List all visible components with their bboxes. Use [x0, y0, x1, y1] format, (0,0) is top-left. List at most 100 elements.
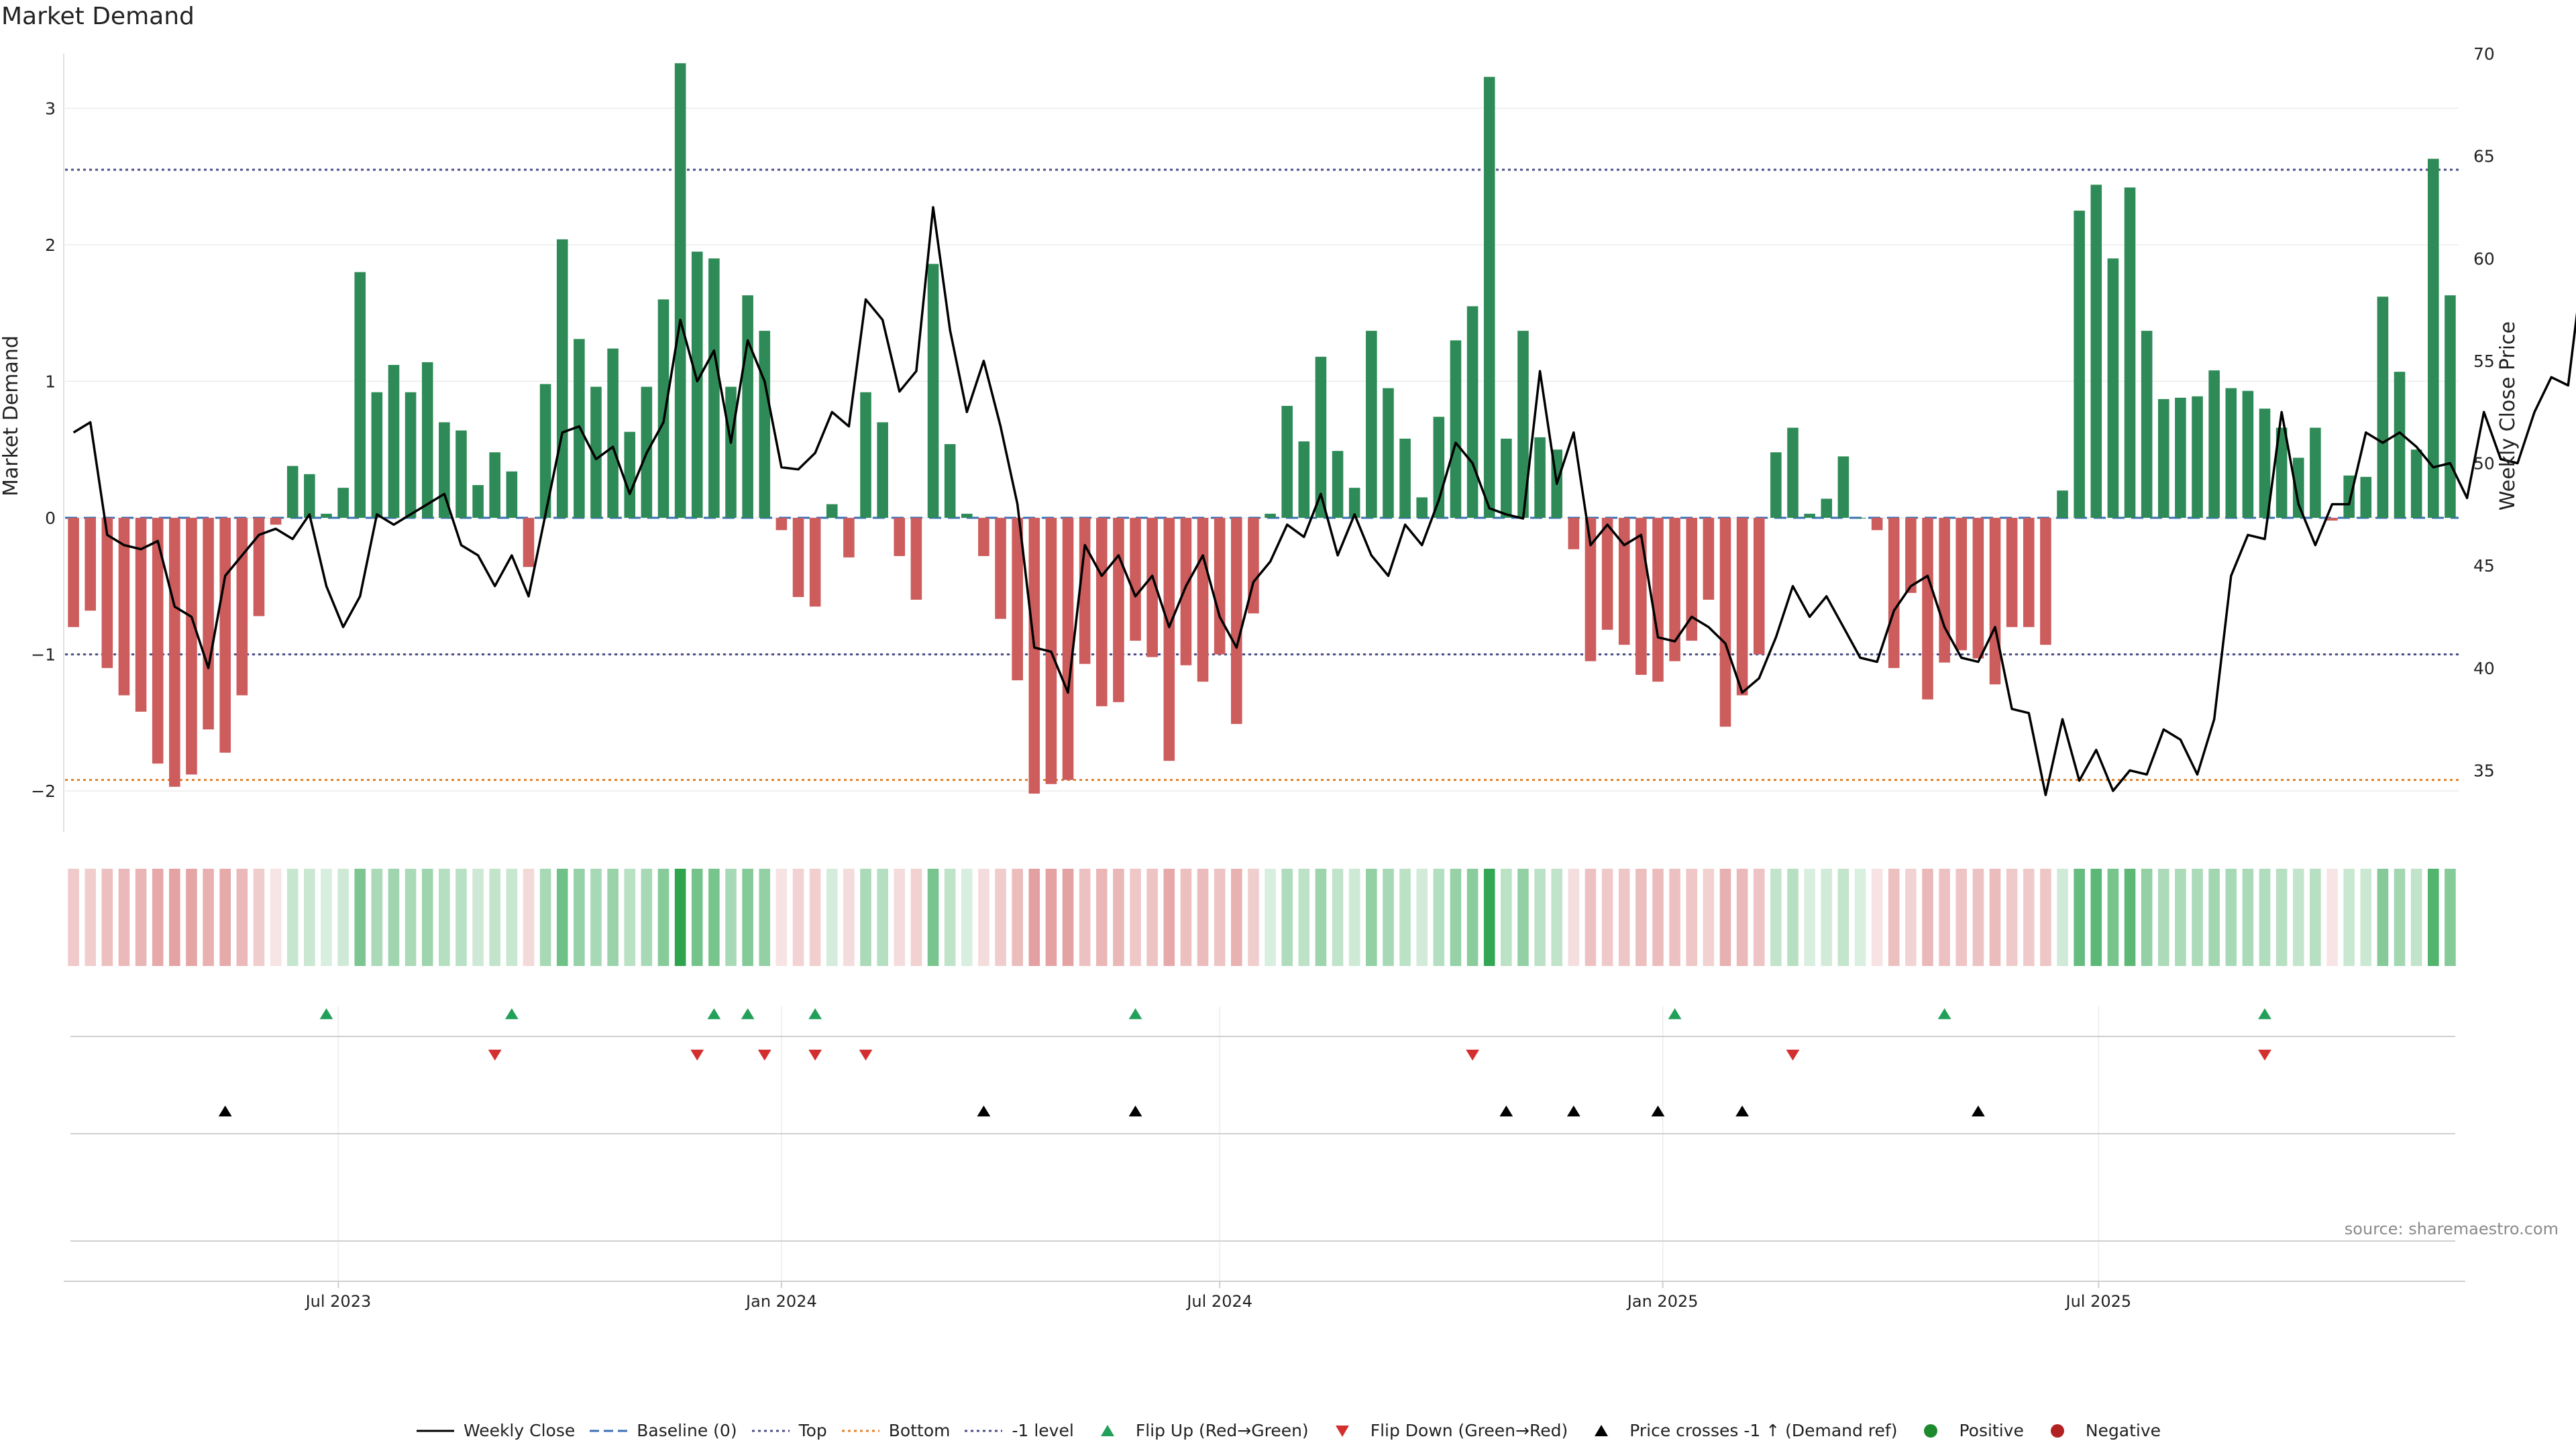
x-tick-label: Jul 2024 — [1185, 1292, 1252, 1311]
demand-bar — [1231, 517, 1242, 724]
heat-cell — [2275, 869, 2288, 966]
flip-up-marker — [1128, 1008, 1142, 1020]
heat-cell — [2310, 869, 2321, 966]
demand-bar — [1719, 517, 1731, 727]
demand-bar — [657, 299, 669, 518]
demand-bar — [1618, 517, 1630, 645]
demand-bar — [1585, 517, 1597, 661]
heat-strip — [68, 869, 2456, 966]
demand-bar — [2192, 396, 2203, 518]
heat-cell — [421, 869, 433, 966]
demand-bar — [489, 452, 501, 518]
heat-cell — [1079, 869, 1091, 966]
heat-cell — [2225, 869, 2237, 966]
heat-cell — [1972, 869, 1984, 966]
heat-cell — [1383, 869, 1394, 966]
demand-bar — [2107, 258, 2119, 518]
demand-bar — [1686, 517, 1698, 641]
demand-bar — [1197, 517, 1209, 682]
flip-down-marker — [1786, 1049, 1800, 1061]
heat-cell — [944, 869, 956, 966]
flip-up-marker — [741, 1008, 755, 1020]
demand-bar — [405, 392, 417, 518]
x-tick-label: Jan 2024 — [745, 1292, 817, 1311]
heat-cell — [2175, 869, 2186, 966]
demand-bar — [2157, 398, 2169, 518]
y2-tick-label: 65 — [2473, 147, 2495, 166]
demand-bar — [910, 517, 922, 600]
demand-bar — [1837, 456, 1849, 518]
demand-bar — [691, 252, 703, 518]
heat-cell — [1197, 869, 1209, 966]
demand-bar — [759, 331, 771, 518]
top-swatch-icon — [751, 1430, 790, 1432]
flip-up-marker — [707, 1008, 721, 1020]
legend-label: Price crosses -1 ↑ (Demand ref) — [1629, 1421, 1898, 1440]
demand-bar — [809, 517, 821, 607]
demand-bar — [304, 474, 315, 518]
weekly-close-swatch-icon — [416, 1430, 454, 1432]
demand-bar — [1315, 356, 1327, 518]
heat-cell — [1787, 869, 1799, 966]
heat-cell — [590, 869, 602, 966]
y2-tick-label: 40 — [2473, 659, 2495, 678]
demand-bar — [203, 517, 214, 730]
demand-bar — [2141, 331, 2153, 518]
demand-bar — [1383, 388, 1394, 518]
cross-up-swatch-icon — [1595, 1424, 1609, 1436]
heat-cell — [253, 869, 265, 966]
demand-bar — [1939, 517, 1950, 663]
flip-up-marker — [319, 1008, 333, 1020]
demand-bar — [337, 488, 349, 518]
heat-cell — [708, 869, 720, 966]
demand-bar — [1601, 517, 1613, 630]
x-tick-label: Jul 2025 — [2065, 1292, 2132, 1311]
heat-cell — [826, 869, 838, 966]
demand-bar — [674, 63, 686, 518]
heat-cell — [1012, 869, 1023, 966]
heat-cell — [1905, 869, 1917, 966]
demand-bar — [219, 517, 231, 753]
demand-bar — [775, 517, 788, 531]
y-tick-label: 2 — [45, 235, 56, 255]
flip-up-marker — [1668, 1008, 1682, 1020]
axes: −2 −1 0 1 2 3 35 40 45 50 55 60 65 70 Market Demand Wee… — [0, 44, 2520, 1311]
heat-cell — [2006, 869, 2018, 966]
demand-bar — [556, 239, 568, 518]
heat-cell — [1804, 869, 1815, 966]
heat-cell — [2192, 869, 2203, 966]
demand-bar — [85, 517, 96, 611]
cross-up-marker — [1128, 1106, 1142, 1117]
y-axis-title: Market Demand — [0, 335, 23, 496]
legend-label: Positive — [1959, 1421, 2024, 1440]
demand-bar — [1096, 517, 1108, 706]
demand-bar — [1517, 331, 1529, 518]
flip-down-marker — [808, 1049, 822, 1061]
demand-bar — [472, 485, 484, 518]
y2-tick-label: 70 — [2473, 44, 2495, 64]
demand-bar — [725, 386, 737, 518]
demand-bar — [1989, 517, 2001, 685]
heat-cell — [978, 869, 989, 966]
heat-cell — [1483, 869, 1495, 966]
heat-cell — [657, 869, 669, 966]
demand-bar — [1113, 517, 1124, 702]
legend-label: Baseline (0) — [637, 1421, 737, 1440]
heat-cell — [1298, 869, 1310, 966]
demand-bar — [1922, 517, 1933, 700]
heat-cell — [2343, 869, 2355, 966]
demand-bar — [1804, 513, 1815, 518]
legend-item-top: Top — [751, 1421, 827, 1440]
positive-swatch-icon — [1924, 1424, 1938, 1438]
heat-cell — [2394, 869, 2406, 966]
legend-label: Flip Down (Green→Red) — [1370, 1421, 1568, 1440]
flip-up-marker — [808, 1008, 822, 1020]
demand-bar — [68, 517, 79, 627]
heat-cell — [1703, 869, 1715, 966]
heat-cell — [1130, 869, 1141, 966]
legend-item-flip-up: Flip Up (Red→Green) — [1087, 1421, 1309, 1440]
heat-cell — [337, 869, 349, 966]
heat-cell — [1669, 869, 1680, 966]
heat-cell — [101, 869, 113, 966]
demand-bar — [2293, 458, 2304, 518]
